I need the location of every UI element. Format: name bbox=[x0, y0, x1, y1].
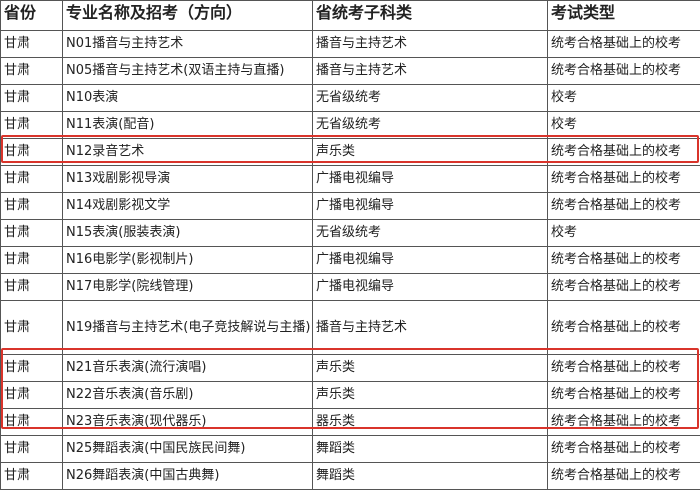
cell-subcategory: 无省级统考 bbox=[313, 85, 548, 112]
cell-subcategory: 声乐类 bbox=[313, 355, 548, 382]
cell-province: 甘肃 bbox=[1, 58, 63, 85]
header-exam-type: 考试类型 bbox=[548, 1, 700, 31]
cell-subcategory: 广播电视编导 bbox=[313, 247, 548, 274]
cell-province: 甘肃 bbox=[1, 382, 63, 409]
cell-exam-type: 统考合格基础上的校考 bbox=[548, 166, 700, 193]
cell-major: N22音乐表演(音乐剧) bbox=[63, 382, 313, 409]
cell-exam-type: 校考 bbox=[548, 112, 700, 139]
cell-major: N21音乐表演(流行演唱) bbox=[63, 355, 313, 382]
cell-major: N14戏剧影视文学 bbox=[63, 193, 313, 220]
cell-exam-type: 统考合格基础上的校考 bbox=[548, 58, 700, 85]
cell-major: N15表演(服装表演) bbox=[63, 220, 313, 247]
cell-subcategory: 广播电视编导 bbox=[313, 166, 548, 193]
cell-exam-type: 统考合格基础上的校考 bbox=[548, 436, 700, 463]
cell-major: N11表演(配音) bbox=[63, 112, 313, 139]
cell-subcategory: 舞蹈类 bbox=[313, 436, 548, 463]
header-subcategory: 省统考子科类 bbox=[313, 1, 548, 31]
cell-province: 甘肃 bbox=[1, 355, 63, 382]
cell-exam-type: 统考合格基础上的校考 bbox=[548, 355, 700, 382]
cell-major: N12录音艺术 bbox=[63, 139, 313, 166]
header-province: 省份 bbox=[1, 1, 63, 31]
cell-subcategory: 无省级统考 bbox=[313, 220, 548, 247]
cell-exam-type: 统考合格基础上的校考 bbox=[548, 139, 700, 166]
header-row: 省份 专业名称及招考（方向） 省统考子科类 考试类型 bbox=[1, 1, 700, 31]
cell-subcategory: 播音与主持艺术 bbox=[313, 58, 548, 85]
cell-province: 甘肃 bbox=[1, 85, 63, 112]
cell-province: 甘肃 bbox=[1, 436, 63, 463]
cell-province: 甘肃 bbox=[1, 247, 63, 274]
cell-subcategory: 声乐类 bbox=[313, 139, 548, 166]
cell-subcategory: 无省级统考 bbox=[313, 112, 548, 139]
header-major: 专业名称及招考（方向） bbox=[63, 1, 313, 31]
cell-major: N19播音与主持艺术(电子竞技解说与主播) bbox=[63, 301, 313, 355]
cell-exam-type: 校考 bbox=[548, 85, 700, 112]
cell-subcategory: 播音与主持艺术 bbox=[313, 301, 548, 355]
cell-province: 甘肃 bbox=[1, 166, 63, 193]
cell-province: 甘肃 bbox=[1, 409, 63, 436]
cell-major: N01播音与主持艺术 bbox=[63, 31, 313, 58]
cell-exam-type: 统考合格基础上的校考 bbox=[548, 382, 700, 409]
cell-subcategory: 广播电视编导 bbox=[313, 274, 548, 301]
cell-subcategory: 舞蹈类 bbox=[313, 463, 548, 490]
cell-province: 甘肃 bbox=[1, 301, 63, 355]
cell-province: 甘肃 bbox=[1, 220, 63, 247]
cell-exam-type: 统考合格基础上的校考 bbox=[548, 274, 700, 301]
cell-province: 甘肃 bbox=[1, 274, 63, 301]
cell-province: 甘肃 bbox=[1, 193, 63, 220]
cell-exam-type: 统考合格基础上的校考 bbox=[548, 193, 700, 220]
cell-exam-type: 统考合格基础上的校考 bbox=[548, 247, 700, 274]
cell-major: N13戏剧影视导演 bbox=[63, 166, 313, 193]
cell-major: N25舞蹈表演(中国民族民间舞) bbox=[63, 436, 313, 463]
cell-subcategory: 声乐类 bbox=[313, 382, 548, 409]
cell-major: N16电影学(影视制片) bbox=[63, 247, 313, 274]
cell-exam-type: 统考合格基础上的校考 bbox=[548, 31, 700, 58]
cell-major: N05播音与主持艺术(双语主持与直播) bbox=[63, 58, 313, 85]
cell-exam-type: 统考合格基础上的校考 bbox=[548, 409, 700, 436]
cell-major: N10表演 bbox=[63, 85, 313, 112]
cell-major: N17电影学(院线管理) bbox=[63, 274, 313, 301]
cell-province: 甘肃 bbox=[1, 112, 63, 139]
cell-major: N26舞蹈表演(中国古典舞) bbox=[63, 463, 313, 490]
cell-exam-type: 统考合格基础上的校考 bbox=[548, 463, 700, 490]
cell-province: 甘肃 bbox=[1, 139, 63, 166]
cell-exam-type: 统考合格基础上的校考 bbox=[548, 301, 700, 355]
cell-subcategory: 播音与主持艺术 bbox=[313, 31, 548, 58]
cell-subcategory: 广播电视编导 bbox=[313, 193, 548, 220]
cell-province: 甘肃 bbox=[1, 463, 63, 490]
cell-province: 甘肃 bbox=[1, 31, 63, 58]
cell-major: N23音乐表演(现代器乐) bbox=[63, 409, 313, 436]
cell-exam-type: 校考 bbox=[548, 220, 700, 247]
cell-subcategory: 器乐类 bbox=[313, 409, 548, 436]
